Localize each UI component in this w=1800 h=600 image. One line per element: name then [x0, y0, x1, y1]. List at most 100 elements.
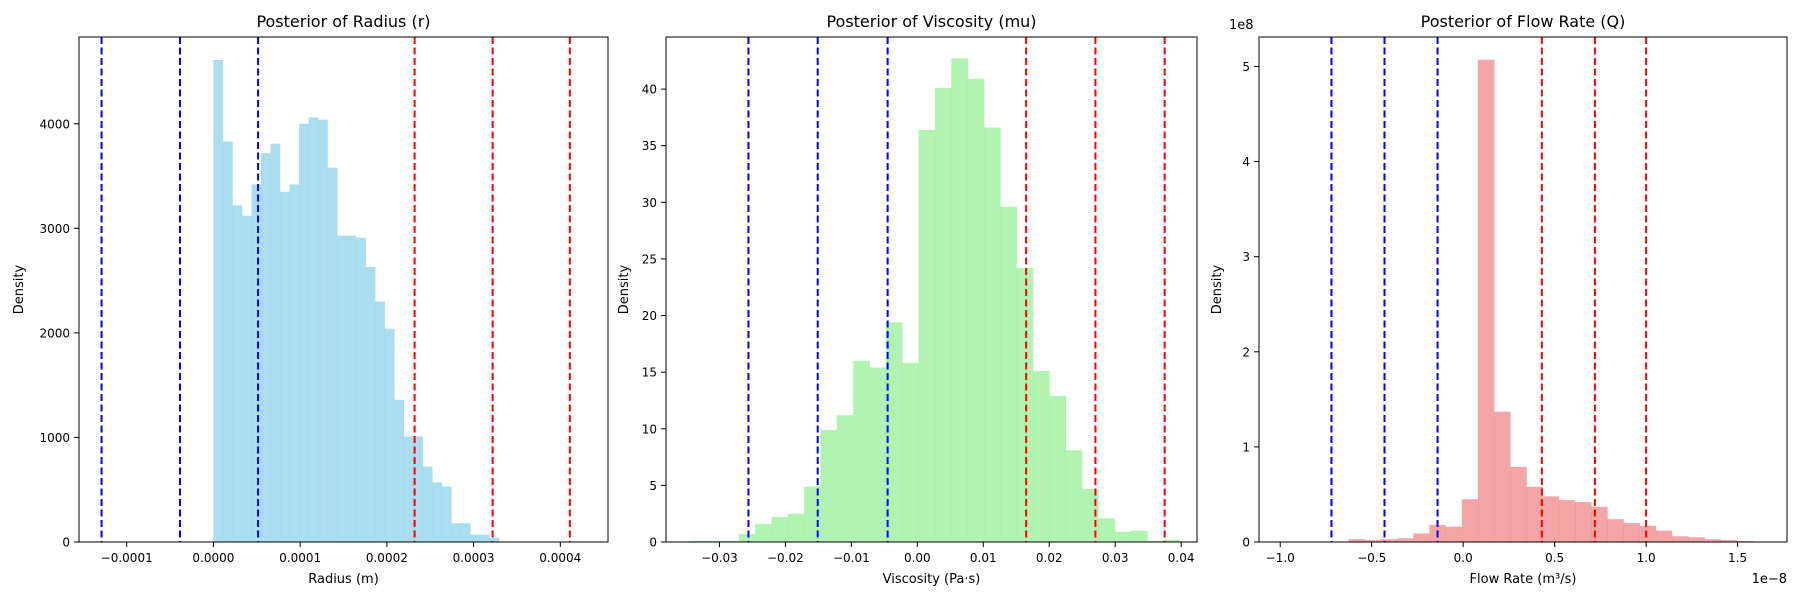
x-tick-label: 0.0003 [453, 551, 495, 565]
histogram-bar [1623, 522, 1640, 542]
histogram-bar [470, 534, 481, 542]
histogram-bar [820, 429, 838, 542]
histogram-bar [1397, 538, 1414, 542]
histogram-bar [213, 60, 224, 542]
histogram-bar [1445, 526, 1463, 542]
histogram-bar [885, 322, 903, 542]
y-tick-label: 10 [642, 422, 657, 436]
histogram-bar [738, 534, 756, 542]
histogram-bar [722, 540, 740, 542]
histogram-bar [1542, 496, 1560, 542]
y-tick-label: 40 [642, 83, 657, 97]
y-tick-label: 4 [1242, 155, 1250, 169]
histogram-bar [1016, 267, 1034, 542]
x-tick-label: 0.01 [970, 551, 997, 565]
y-tick-label: 25 [642, 252, 657, 266]
x-tick-label: 0.0001 [279, 551, 321, 565]
x-tick-label: 1.0 [1637, 551, 1656, 565]
histogram-bar [771, 517, 789, 542]
histogram-bar [934, 87, 952, 542]
histogram-bar [1131, 530, 1148, 542]
x-tick-label: 0.03 [1102, 551, 1129, 565]
histogram-bar [1049, 395, 1066, 542]
histogram-bar [375, 301, 385, 542]
histogram-bar [1147, 540, 1165, 542]
histogram-bar [1688, 537, 1705, 542]
chart-title: Posterior of Viscosity (mu) [826, 12, 1036, 31]
y-offset-label: 1e8 [1229, 18, 1254, 33]
axes-frame [1258, 36, 1788, 543]
histogram-bar [394, 399, 404, 542]
histogram-bar [1461, 499, 1479, 542]
histogram-bar [1163, 539, 1181, 542]
histogram-bar [308, 117, 319, 542]
histogram-bar [1558, 500, 1576, 542]
histogram-bar [260, 153, 271, 542]
histogram-bar [689, 540, 707, 542]
histogram-bar [951, 58, 968, 542]
y-tick-label: 30 [642, 196, 657, 210]
histogram-bar [983, 127, 1001, 542]
histogram-bar [280, 191, 290, 543]
y-tick-label: 2 [1242, 345, 1250, 359]
y-tick-label: 1 [1242, 440, 1250, 454]
axes-frame [78, 36, 609, 543]
x-tick-label: 0.00 [904, 551, 931, 565]
subplot-3: −1.0 −0.5 0.0 0.5 1.0 1.5 0 1 2 3 4 5 Posterior of F… [1210, 12, 1788, 587]
histogram-bar [869, 367, 887, 542]
histogram-bar [1114, 531, 1132, 542]
x-tick-label: 0.0004 [539, 551, 581, 565]
x-offset-label: 1e−8 [1752, 572, 1787, 587]
y-tick-label: 3000 [39, 222, 70, 236]
histogram-bar [1526, 486, 1543, 542]
y-tick-label: 1000 [39, 431, 70, 445]
histogram-bar [787, 513, 805, 542]
histogram-bar [1639, 525, 1657, 542]
x-tick-label: −0.03 [701, 551, 738, 565]
histogram-bar [441, 486, 452, 542]
y-tick-label: 15 [642, 366, 657, 380]
histogram-bar [365, 267, 376, 542]
histogram-bar [403, 436, 414, 542]
histogram-bar [1672, 536, 1689, 542]
y-tick-label: 0 [62, 536, 70, 550]
y-tick-label: 0 [649, 536, 657, 550]
subplot-2: −0.03 −0.02 −0.01 0.00 0.01 0.02 0.03 0.04 0 5 10 1… [617, 12, 1198, 587]
histogram-bar [222, 141, 233, 543]
histogram-bar [346, 235, 357, 542]
histogram-bar [241, 215, 252, 543]
axes-frame [665, 36, 1198, 543]
x-tick-label: 0.5 [1545, 551, 1564, 565]
histogram-bar [318, 119, 328, 542]
histogram-bar [1098, 518, 1116, 542]
x-tick-label: 0.02 [1036, 551, 1063, 565]
histogram-bar [706, 540, 723, 542]
x-tick-label: −0.01 [833, 551, 870, 565]
histogram-bar [1380, 539, 1398, 542]
histogram-bar [804, 486, 821, 542]
y-tick-label: 5 [1242, 60, 1250, 74]
histogram-bar [1477, 59, 1495, 542]
subplot-1: −0.0001 0.0000 0.0001 0.0002 0.0003 0.0004 0 10… [12, 12, 609, 587]
y-axis-label: Density [1210, 264, 1225, 314]
histogram-bar [251, 184, 262, 543]
y-tick-label: 2000 [39, 326, 70, 340]
histogram-bar [836, 415, 854, 542]
histogram-bar [479, 534, 490, 542]
x-axis-label: Radius (m) [308, 572, 379, 587]
histogram-bar [489, 537, 500, 542]
x-tick-label: −0.02 [767, 551, 804, 565]
chart-title: Posterior of Flow Rate (Q) [1421, 12, 1626, 31]
histogram-bar [422, 466, 433, 542]
y-axis-label: Density [12, 264, 27, 314]
histogram-bar [1607, 519, 1624, 542]
histogram-bar [1575, 502, 1592, 542]
y-tick-label: 5 [649, 479, 657, 493]
chart-title: Posterior of Radius (r) [256, 12, 430, 31]
histogram-bar [1591, 506, 1608, 542]
histogram-bar [384, 328, 395, 542]
histogram-bar [1065, 450, 1083, 542]
x-tick-label: −0.0001 [101, 551, 153, 565]
x-tick-label: −1.0 [1266, 551, 1295, 565]
histogram-bar [1655, 530, 1673, 542]
